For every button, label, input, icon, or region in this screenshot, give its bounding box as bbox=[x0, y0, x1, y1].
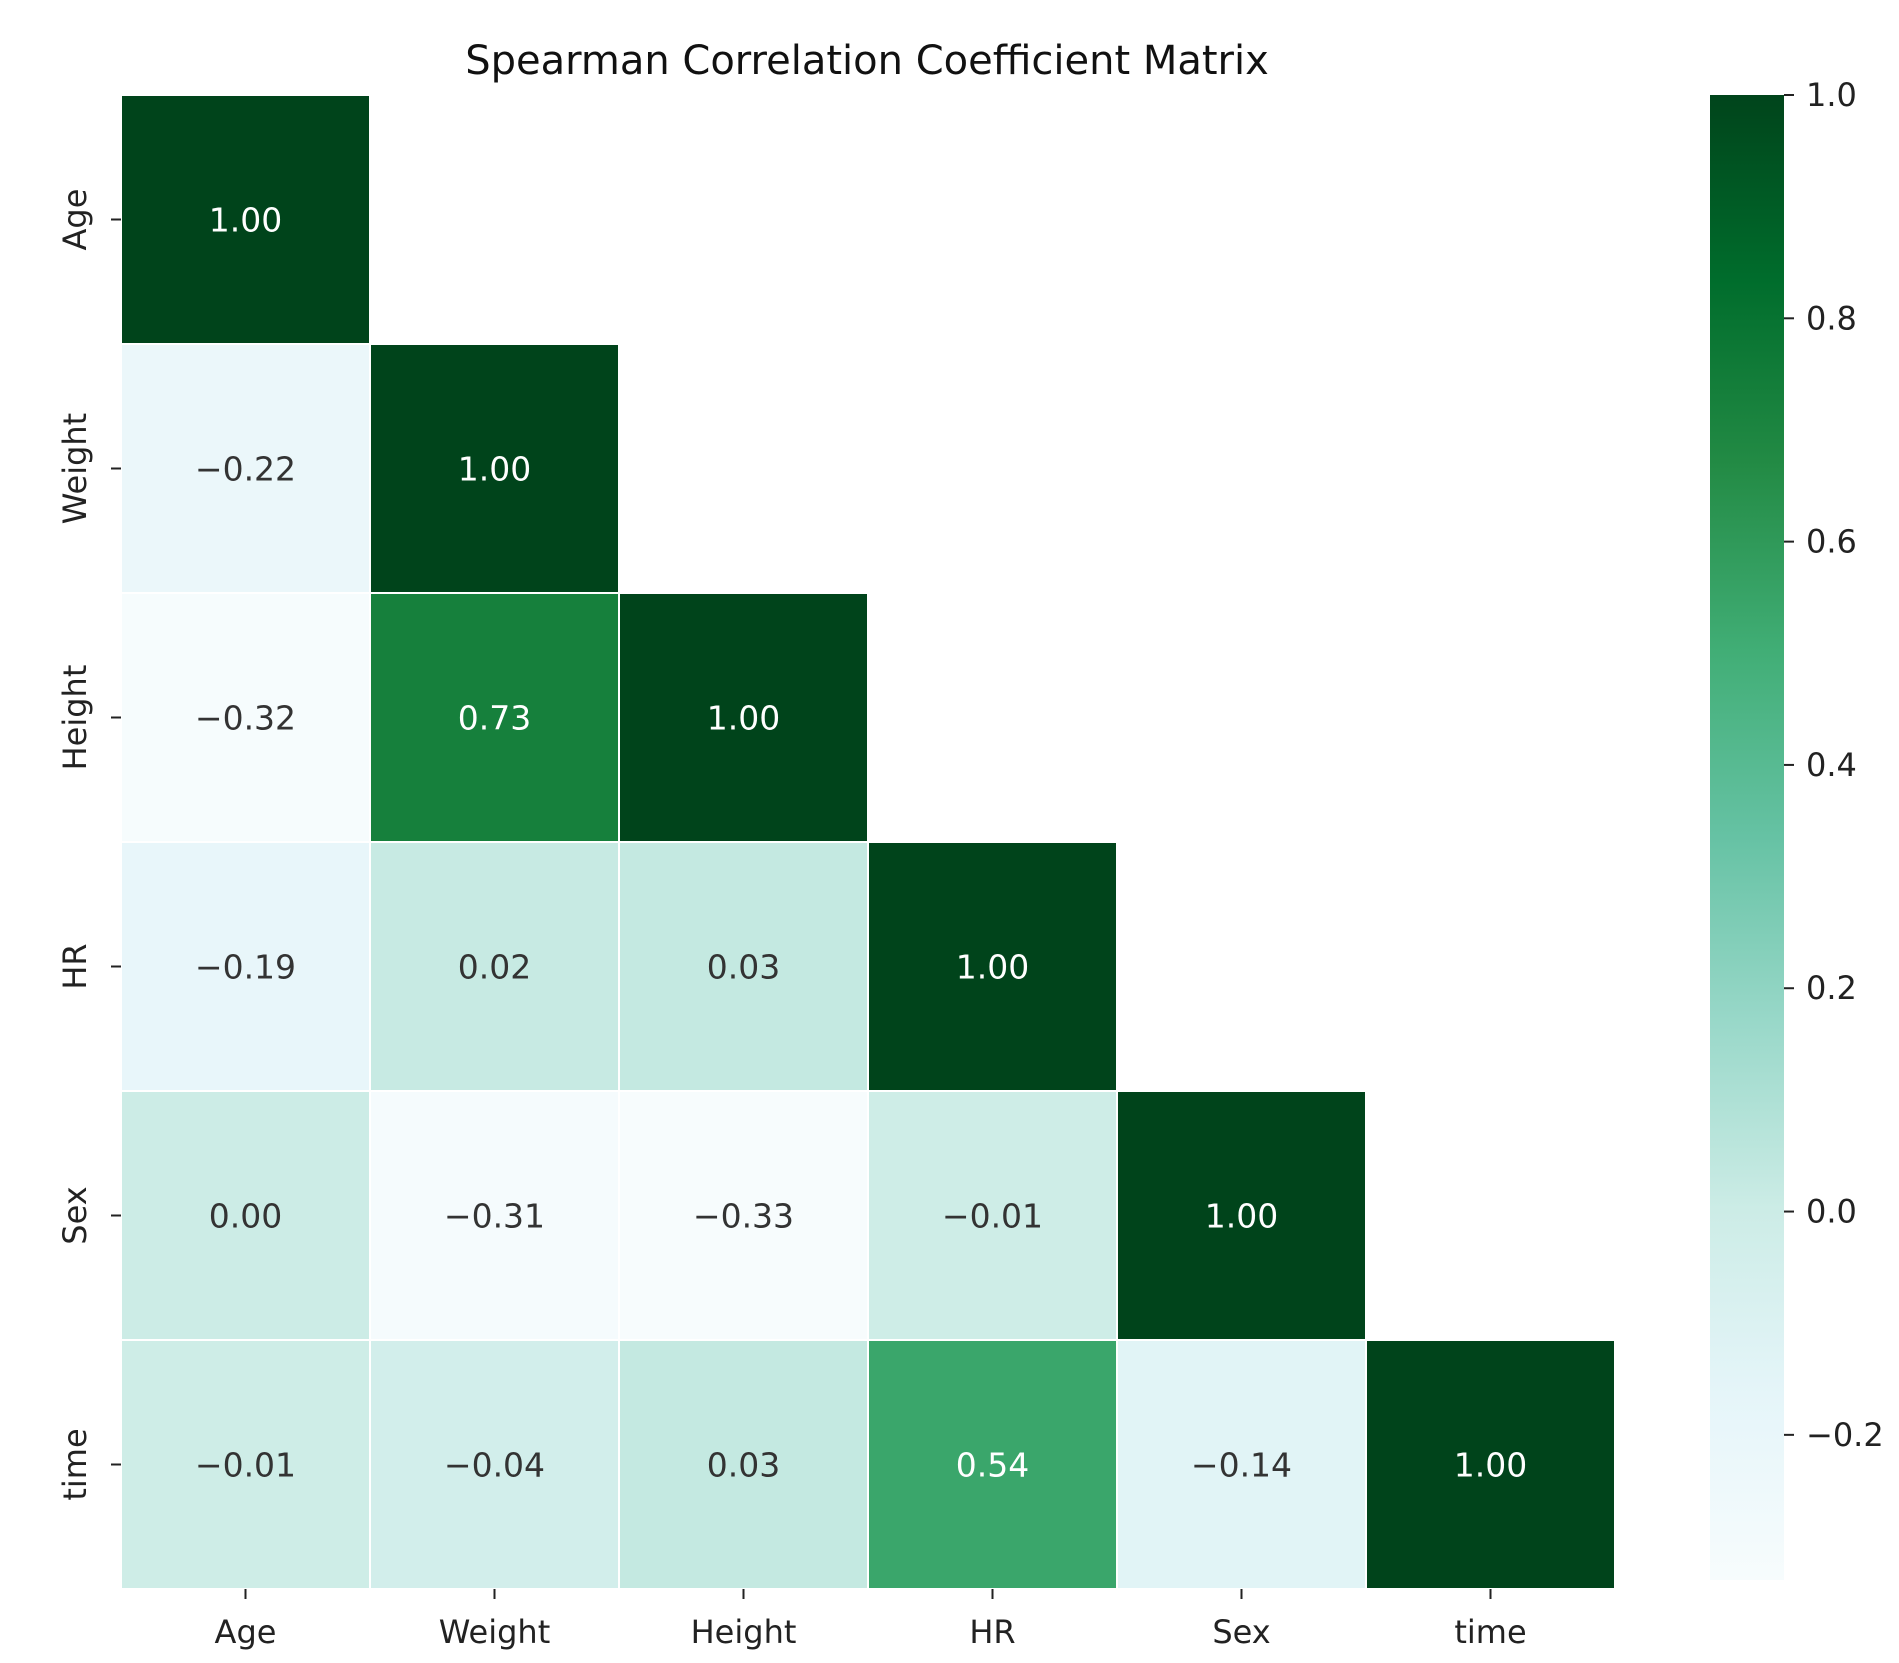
cell-value-label: 1.00 bbox=[209, 201, 282, 240]
cell-value-label: 1.00 bbox=[458, 450, 531, 489]
cell-value-label: 0.00 bbox=[209, 1197, 282, 1236]
cell-value-label: 0.73 bbox=[458, 699, 531, 738]
y-tick-label: Height bbox=[56, 665, 94, 771]
y-tick-label: Sex bbox=[56, 1186, 94, 1244]
y-tick-label: time bbox=[56, 1428, 94, 1500]
cell-value-label: 1.00 bbox=[707, 699, 780, 738]
cell-value-label: −0.01 bbox=[195, 1446, 296, 1485]
heatmap-cell bbox=[369, 841, 620, 1092]
x-tick-label: Sex bbox=[1212, 1613, 1270, 1651]
cell-value-label: 0.02 bbox=[458, 948, 531, 987]
colorbar-tick-label: 0.4 bbox=[1806, 746, 1857, 784]
cell-value-label: 0.03 bbox=[707, 948, 780, 987]
heatmap-cell bbox=[618, 592, 869, 843]
heatmap-axes: Age Weight Height HR Sex time Age Weight Height H… bbox=[56, 189, 1527, 1651]
cell-value-label: 1.00 bbox=[1454, 1446, 1527, 1485]
heatmap-cell bbox=[1365, 1339, 1616, 1590]
x-tick-label: Weight bbox=[439, 1613, 550, 1651]
cell-value-label: −0.01 bbox=[942, 1197, 1043, 1236]
cell-value-label: 1.00 bbox=[956, 948, 1029, 987]
colorbar-tick-label: 1.0 bbox=[1806, 76, 1857, 114]
cell-value-label: 0.03 bbox=[707, 1446, 780, 1485]
colorbar-gradient bbox=[1710, 95, 1784, 1580]
cell-value-label: 1.00 bbox=[1205, 1197, 1278, 1236]
heatmap-cell bbox=[618, 1090, 869, 1341]
y-tick-label: Age bbox=[56, 189, 94, 251]
colorbar-tick-label: 0.2 bbox=[1806, 969, 1857, 1007]
cell-value-label: −0.04 bbox=[444, 1446, 545, 1485]
x-tick-label: Age bbox=[215, 1613, 277, 1651]
heatmap-cell bbox=[369, 343, 620, 594]
heatmap-cell bbox=[369, 1339, 620, 1590]
colorbar: 1.0 0.8 0.6 0.4 0.2 0.0 −0.2 bbox=[1710, 76, 1884, 1580]
x-tick-label: HR bbox=[969, 1613, 1015, 1651]
y-tick-label: Weight bbox=[56, 413, 94, 524]
heatmap-cell bbox=[1116, 1090, 1367, 1341]
cell-value-label: −0.14 bbox=[1191, 1446, 1292, 1485]
heatmap-cell bbox=[120, 94, 371, 345]
y-tick-label: HR bbox=[56, 943, 94, 989]
heatmap-cell bbox=[369, 1090, 620, 1341]
cell-value-label: −0.32 bbox=[195, 699, 296, 738]
x-tick-label: Height bbox=[691, 1613, 797, 1651]
heatmap-cell bbox=[867, 1339, 1118, 1590]
colorbar-tick-label: 0.6 bbox=[1806, 523, 1857, 561]
heatmap-cell bbox=[867, 841, 1118, 1092]
heatmap-cells: 1.00 −0.22 1.00 −0.32 0.73 1.00 −0.19 0.02 0.03 1… bbox=[120, 94, 1616, 1590]
cell-value-label: −0.31 bbox=[444, 1197, 545, 1236]
x-tick-label: time bbox=[1454, 1613, 1526, 1651]
cell-value-label: −0.22 bbox=[195, 450, 296, 489]
heatmap-cell bbox=[618, 1339, 869, 1590]
heatmap-cell bbox=[120, 343, 371, 594]
colorbar-tick-label: −0.2 bbox=[1806, 1416, 1884, 1454]
cell-value-label: −0.33 bbox=[693, 1197, 794, 1236]
heatmap-cell bbox=[369, 592, 620, 843]
heatmap-cell bbox=[867, 1090, 1118, 1341]
heatmap-cell bbox=[1116, 1339, 1367, 1590]
colorbar-tick-label: 0.0 bbox=[1806, 1193, 1857, 1231]
cell-value-label: −0.19 bbox=[195, 948, 296, 987]
cell-value-label: 0.54 bbox=[956, 1446, 1029, 1485]
colorbar-tick-label: 0.8 bbox=[1806, 299, 1857, 337]
heatmap-cell bbox=[120, 592, 371, 843]
chart-title: Spearman Correlation Coefficient Matrix bbox=[465, 38, 1269, 84]
